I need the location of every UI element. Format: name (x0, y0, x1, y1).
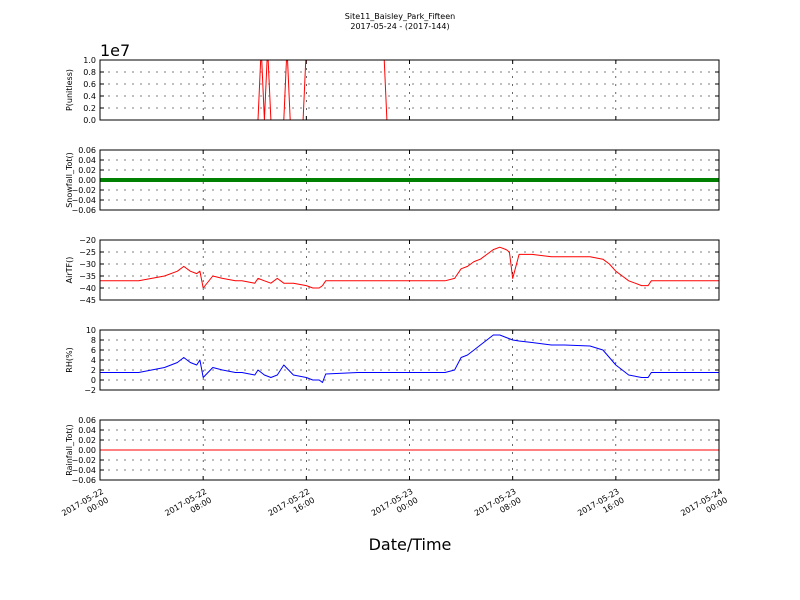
y-tick-label: 0.0 (83, 116, 96, 125)
y-tick-label: −30 (79, 260, 96, 269)
x-axis-label: Date/Time (369, 535, 452, 554)
y-tick-label: 0.02 (78, 436, 96, 445)
y-tick-label: 0.8 (83, 68, 96, 77)
y-tick-label: 0.02 (78, 166, 96, 175)
y-tick-label: 0.06 (78, 416, 96, 425)
axes-frame (99, 329, 720, 391)
y-tick-label: −20 (79, 236, 96, 245)
y-tick-label: −0.06 (71, 476, 96, 485)
y-tick-label: 4 (91, 356, 96, 365)
panel-3: −45 −40 −35 −30 −25 −20 AirTF() (65, 236, 720, 305)
series-line (100, 60, 719, 120)
axes-frame (99, 239, 720, 301)
y-axis-label: Snowfall_Tot() (65, 152, 74, 208)
y-tick-label: −35 (79, 272, 96, 281)
y-tick-label: 0.00 (78, 176, 96, 185)
y-tick-label: 0 (91, 376, 96, 385)
y-tick-label: 0.04 (78, 426, 96, 435)
axis-offset-label: 1e7 (100, 41, 130, 60)
axes-frame (99, 59, 720, 121)
y-tick-label: 1.0 (83, 56, 96, 65)
axes-frame (99, 149, 720, 211)
axes-frame (99, 419, 720, 481)
y-tick-label: 0.6 (83, 80, 96, 89)
y-tick-label: 0.06 (78, 146, 96, 155)
y-tick-label: 0.4 (83, 92, 96, 101)
chart-subtitle: 2017-05-24 - (2017-144) (350, 22, 449, 31)
y-tick-label: 2 (91, 366, 96, 375)
series-line (100, 334, 719, 383)
panels: 0.00.20.40.60.81.0P(unitless)1e7−0.06−0.… (65, 41, 720, 485)
y-tick-label: 8 (91, 336, 96, 345)
y-tick-label: −2 (84, 386, 96, 395)
y-tick-label: −45 (79, 296, 96, 305)
y-tick-label: −0.02 (71, 186, 96, 195)
panel-2: −0.06−0.04−0.020.000.020.040.06 Snowfall_… (65, 146, 720, 215)
y-axis-label: AirTF() (65, 257, 74, 284)
y-tick-label: 0.04 (78, 156, 96, 165)
chart-title: Site11_Baisley_Park_Fifteen (345, 12, 455, 21)
series-line (100, 246, 719, 289)
y-tick-label: 0.00 (78, 446, 96, 455)
y-axis-label: Rainfall_Tot() (65, 424, 74, 476)
panel-1: 0.0 0.2 0.4 0.6 0.8 1.0 P(unitless) 1e7 (65, 41, 720, 125)
y-tick-label: 0.2 (83, 104, 96, 113)
y-tick-label: −25 (79, 248, 96, 257)
y-axis-label: RH(%) (65, 347, 74, 372)
y-tick-label: −40 (79, 284, 96, 293)
y-tick-label: −0.04 (71, 466, 96, 475)
panel-5: −0.06−0.04−0.020.000.020.040.06 Rainfall_… (65, 416, 720, 485)
y-tick-label: −0.06 (71, 206, 96, 215)
y-axis-label: P(unitless) (65, 69, 74, 111)
y-tick-label: 10 (86, 326, 96, 335)
y-tick-label: 6 (91, 346, 96, 355)
y-tick-label: −0.02 (71, 456, 96, 465)
y-tick-label: −0.04 (71, 196, 96, 205)
